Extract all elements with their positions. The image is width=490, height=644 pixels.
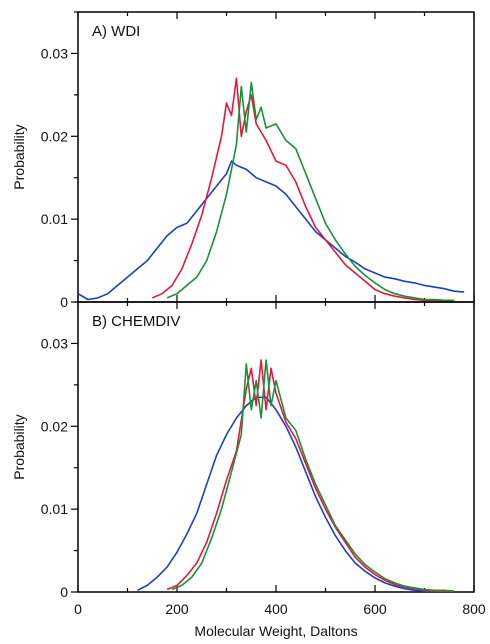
plot-frame [77, 301, 475, 593]
y-tick-label: 0.01 [41, 501, 68, 517]
plot-frame [77, 11, 475, 303]
series-line-2 [166, 81, 455, 302]
y-axis-title: Probability [11, 414, 27, 479]
panel-chemdiv: 0 0.01 0.02 0.03 0 200 400 600 800 B) CHEMDIV Prob… [11, 301, 486, 639]
x-axis-title: Molecular Weight, Daltons [194, 623, 357, 639]
y-tick-label: 0.03 [41, 45, 68, 61]
y-tick-label: 0 [60, 584, 68, 600]
y-tick-label: 0 [60, 294, 68, 310]
series-line-0 [77, 160, 465, 301]
series-line-1 [151, 77, 455, 302]
y-axis-title: Probability [11, 124, 27, 189]
y-tick-label: 0.03 [41, 335, 68, 351]
y-tick-label: 0.02 [41, 418, 68, 434]
panel-wdi: 0 0.01 0.02 0.03 A) WDI Probability [11, 11, 475, 310]
x-tick-label: 800 [462, 601, 486, 617]
y-tick-label: 0.02 [41, 128, 68, 144]
x-tick-label: 400 [264, 601, 288, 617]
x-tick-label: 0 [74, 601, 82, 617]
series-line-2 [171, 359, 455, 592]
panel-label: A) WDI [92, 23, 140, 40]
panel-label: B) CHEMDIV [92, 313, 180, 330]
x-tick-label: 600 [363, 601, 387, 617]
series-line-1 [166, 359, 455, 592]
series-line-0 [137, 396, 435, 592]
y-tick-label: 0.01 [41, 211, 68, 227]
x-tick-label: 200 [165, 601, 189, 617]
